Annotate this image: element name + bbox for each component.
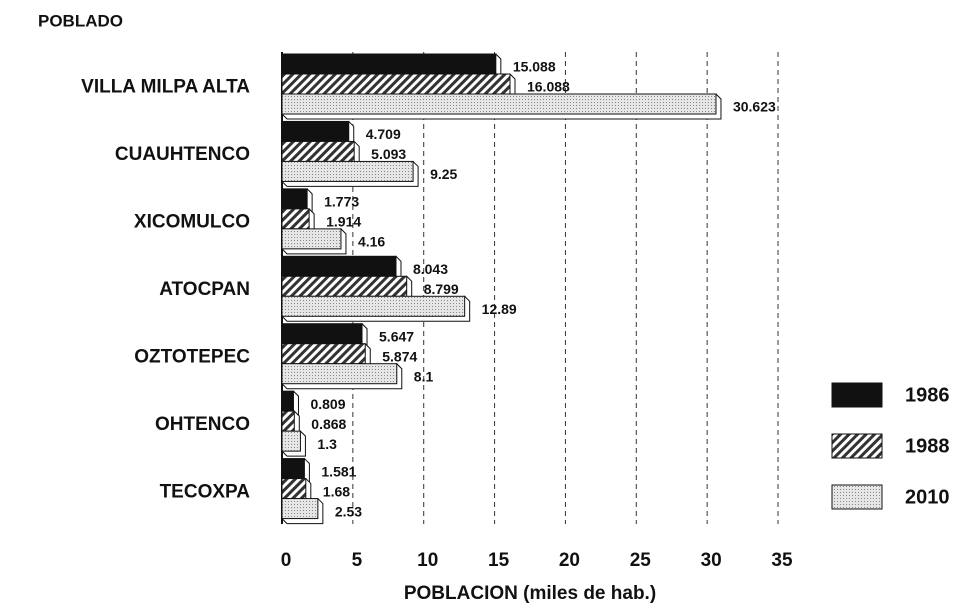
value-label: 4.709 [366,126,401,142]
value-label: 5.647 [379,328,414,344]
bar [281,498,319,520]
bar [281,410,295,432]
x-tick-label: 20 [559,550,580,571]
value-label: 5.874 [382,348,417,364]
bar [281,228,342,250]
value-label: 5.093 [371,146,406,162]
legend-label: 2010 [905,486,950,508]
bar [281,275,408,297]
value-label: 1.581 [321,463,356,479]
y-axis-label: POBLADO [38,11,123,30]
y-tick-label: CUAUHTENCO [115,144,250,165]
y-tick-label: VILLA MILPA ALTA [81,77,250,98]
legend-swatch [831,433,883,459]
bar [281,390,294,412]
legend-label: 1986 [905,384,950,406]
bar [281,478,307,500]
x-axis-label: POBLACION (miles de hab.) [404,583,656,604]
y-tick-label: OHTENCO [155,414,250,435]
bar [281,323,363,345]
x-tick-label: 10 [417,550,438,571]
value-label: 1.68 [323,483,350,499]
value-label: 8.043 [413,261,448,277]
value-label: 9.25 [430,166,457,182]
y-tick-label: ATOCPAN [159,279,250,300]
x-tick-label: 30 [701,550,722,571]
value-label: 12.89 [482,301,517,317]
x-tick-label: 25 [630,550,652,571]
bar [281,458,305,480]
value-label: 0.868 [311,416,346,432]
legend-swatch [831,382,883,408]
bar [281,343,366,365]
bar [281,430,301,452]
bar [281,120,350,142]
bar [281,160,414,182]
x-tick-label: 5 [352,550,363,571]
bar [281,255,397,277]
value-label: 4.16 [358,234,385,250]
bar [281,188,308,210]
value-label: 30.623 [733,99,776,115]
bar [281,93,717,115]
value-label: 8.1 [414,368,434,384]
value-label: 1.773 [324,194,359,210]
legend-swatch [831,484,883,510]
x-tick-label: 15 [488,550,510,571]
bar [281,140,355,162]
bar [281,208,310,230]
x-tick-label: 0 [281,550,292,571]
x-tick-label: 35 [771,550,793,571]
y-tick-label: XICOMULCO [134,212,250,233]
value-label: 1.3 [317,436,337,452]
value-label: 15.088 [513,59,556,75]
y-tick-label: TECOXPA [160,481,251,502]
bar [281,295,466,317]
value-label: 1.914 [326,214,361,230]
value-label: 8.799 [424,281,459,297]
y-tick-label: OZTOTEPEC [134,346,250,367]
bar [281,53,497,75]
legend-label: 1988 [905,435,950,457]
value-label: 16.088 [527,79,570,95]
value-label: 0.809 [310,396,345,412]
bar [281,363,398,385]
value-label: 2.53 [335,503,362,519]
bar [281,73,511,95]
